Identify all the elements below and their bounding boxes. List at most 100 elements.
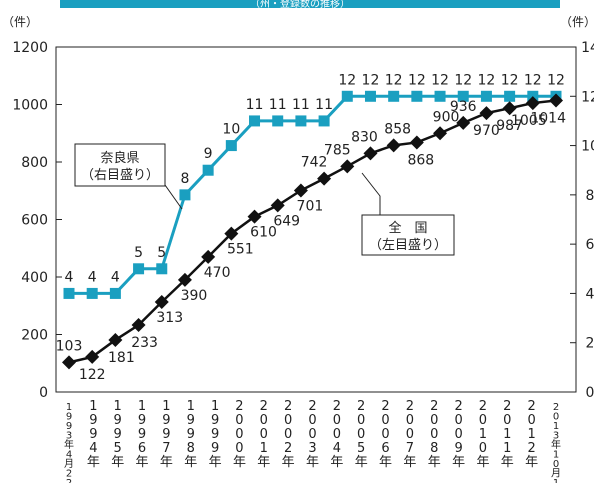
x-tick-char: 9 (211, 427, 219, 442)
series-nara-label: 11 (246, 97, 264, 113)
x-tick-char: 年 (209, 455, 222, 470)
series-nara-label: 12 (385, 72, 403, 88)
x-tick-char: 2 (503, 399, 511, 414)
series-nara-point (457, 90, 469, 102)
x-tick-char: 2 (235, 399, 243, 414)
x-tick-char: 0 (235, 427, 243, 442)
x-tick-char: 9 (66, 412, 72, 423)
x-tick-char: 6 (138, 441, 146, 456)
right-tick-label: 2 (586, 336, 594, 352)
series-national-label: 1005 (511, 113, 547, 129)
x-tick-char: 2 (553, 402, 559, 413)
x-tick-char: 9 (211, 413, 219, 428)
series-nara-label: 4 (65, 269, 74, 285)
series-national-label: 551 (227, 242, 254, 258)
right-tick-label: 6 (586, 237, 594, 253)
x-tick-char: 年 (306, 455, 319, 470)
x-tick-char: 年 (282, 455, 295, 470)
series-nara-point (434, 90, 446, 102)
series-nara-label: 8 (180, 171, 189, 187)
x-tick-char: 年 (428, 455, 441, 470)
series-nara-label: 12 (501, 72, 519, 88)
callout-national-line1: 全 国 (388, 220, 427, 236)
series-nara-point (364, 90, 376, 102)
x-tick-char: 年 (355, 455, 368, 470)
series-national-point (386, 138, 401, 153)
x-tick-char: 8 (187, 441, 195, 456)
x-tick-char: 0 (406, 427, 414, 442)
x-tick-label: 1993年4月22日 (64, 402, 74, 483)
left-tick-label: 1000 (12, 98, 48, 114)
x-tick-char: 0 (553, 459, 559, 470)
x-tick-char: 2 (357, 399, 365, 414)
series-nara-label: 10 (222, 122, 240, 138)
x-tick-char: 9 (454, 441, 462, 456)
x-tick-char: 年 (379, 455, 392, 470)
x-tick-char: 1 (138, 399, 146, 414)
x-tick-char: 0 (454, 413, 462, 428)
callout-national-line2: （左目盛り） (369, 238, 447, 253)
x-tick-char: 年 (551, 438, 561, 451)
x-tick-char: 年 (525, 455, 538, 470)
left-tick-label: 1200 (12, 40, 48, 56)
x-tick-char: 0 (333, 427, 341, 442)
x-tick-char: 1 (503, 441, 511, 456)
series-national-point (108, 332, 123, 347)
x-tick-char: 1 (503, 427, 511, 442)
series-national-label: 610 (250, 225, 277, 241)
x-tick-char: 2 (333, 399, 341, 414)
series-national-label: 701 (297, 198, 324, 214)
x-tick-char: 年 (64, 438, 74, 451)
callout-nara: 奈良県 （右目盛り） (74, 143, 183, 210)
x-tick-char: 0 (260, 427, 268, 442)
series-nara-label: 4 (88, 269, 97, 285)
x-tick-char: 1 (162, 399, 170, 414)
x-tick-char: 年 (136, 455, 149, 470)
x-tick-char: 9 (162, 413, 170, 428)
x-tick-char: 年 (87, 455, 100, 470)
x-tick-char: 2 (381, 399, 389, 414)
x-tick-char: 4 (89, 441, 97, 456)
x-tick-char: 月 (551, 468, 561, 480)
x-tick-char: 9 (211, 441, 219, 456)
series-nara-point (388, 90, 400, 102)
right-tick-label: 0 (586, 385, 594, 401)
left-tick-label: 800 (21, 155, 48, 171)
series-nara-label: 12 (547, 72, 565, 88)
series-nara-label: 12 (524, 72, 542, 88)
x-tick-char: 月 (64, 458, 74, 470)
x-tick-char: 年 (111, 455, 124, 470)
x-tick-char: 6 (381, 441, 389, 456)
right-tick-label: 12 (581, 89, 594, 105)
series-national-point (270, 198, 285, 213)
right-tick-label: 10 (581, 139, 594, 155)
x-tick-char: 9 (138, 413, 146, 428)
series-national-point (317, 171, 332, 186)
x-tick-char: 1 (114, 399, 122, 414)
left-tick-label: 400 (21, 270, 48, 286)
x-tick-char: 9 (114, 413, 122, 428)
series-national-label: 103 (56, 338, 83, 354)
right-axis-unit: （件） (560, 15, 594, 29)
series-national-point (433, 126, 448, 141)
series-nara-line (69, 94, 556, 295)
series-nara-point (341, 90, 353, 102)
x-tick-char: 2 (406, 399, 414, 414)
series-national-point (177, 272, 192, 287)
right-axis: 0 2 4 6 8 10 12 14 (570, 40, 594, 401)
series-national-label: 181 (108, 350, 135, 366)
series-national-label: 649 (273, 213, 300, 229)
x-tick-char: 0 (333, 413, 341, 428)
x-tick-char: 0 (284, 413, 292, 428)
series-national-label: 390 (181, 288, 208, 304)
series-national-label: 868 (407, 152, 434, 168)
right-tick-label: 4 (586, 286, 594, 302)
